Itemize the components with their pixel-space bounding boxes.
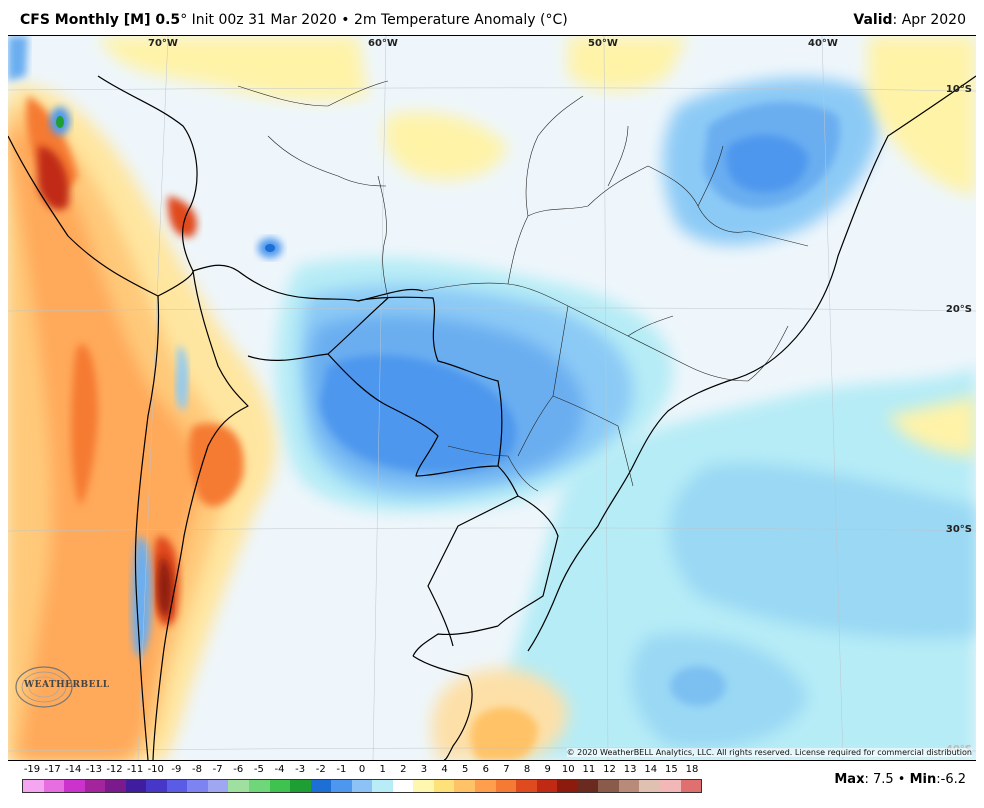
country-borders <box>8 75 976 760</box>
color-scale-tick: -8 <box>192 764 202 775</box>
color-swatch <box>125 780 147 792</box>
map-canvas <box>8 36 976 760</box>
color-swatch <box>475 780 496 792</box>
color-scale-tick: -13 <box>85 764 103 775</box>
color-swatch <box>557 780 578 792</box>
color-swatch <box>433 780 455 792</box>
temperature-anomaly-map: 70°W 60°W 50°W 40°W 10°S 20°S 30°S 40°S … <box>8 35 976 761</box>
color-scale-bar <box>22 779 702 793</box>
color-scale-tick: 0 <box>358 764 366 775</box>
lon-label-70w: 70°W <box>148 38 178 49</box>
lon-label-50w: 50°W <box>588 38 618 49</box>
color-swatch <box>64 780 85 792</box>
color-scale-tick: -17 <box>44 764 61 775</box>
color-scale-tick: 2 <box>400 764 407 775</box>
color-scale-tick: -6 <box>233 764 244 775</box>
lat-label-20s: 20°S <box>945 304 972 315</box>
color-scale-tick: 1 <box>379 764 386 775</box>
color-scale-tick: -9 <box>171 764 182 775</box>
color-scale-tick: 7 <box>503 764 510 775</box>
color-swatch <box>84 780 106 792</box>
color-scale-tick: -5 <box>253 764 264 775</box>
color-swatch <box>23 780 44 792</box>
color-scale-tick: -1 <box>336 764 347 775</box>
state-borders <box>237 80 809 492</box>
color-scale-tick: -19 <box>23 764 41 775</box>
color-swatch <box>372 780 393 792</box>
color-swatch <box>331 780 352 792</box>
color-scale-tick: -12 <box>106 764 123 775</box>
lat-label-30s: 30°S <box>945 524 972 535</box>
color-swatch <box>207 780 229 792</box>
color-scale-tick: -10 <box>147 764 164 775</box>
valid-date: Valid: Apr 2020 <box>853 12 966 28</box>
color-scale-tick: -4 <box>274 764 285 775</box>
color-swatch <box>310 780 332 792</box>
color-scale-tick: -2 <box>315 764 326 775</box>
color-scale-tick: 14 <box>644 764 658 775</box>
color-swatch <box>495 780 517 792</box>
color-scale-tick: 4 <box>441 764 448 775</box>
color-swatch <box>680 780 702 792</box>
color-swatch <box>454 780 476 792</box>
color-swatch <box>105 780 126 792</box>
color-scale-tick: 15 <box>665 764 678 775</box>
logo-text: WEATHERBELL <box>24 680 110 690</box>
color-swatch <box>536 780 558 792</box>
color-scale-tick: 6 <box>482 764 489 775</box>
color-scale-tick: 12 <box>603 764 616 775</box>
color-swatch <box>516 780 537 792</box>
color-swatch <box>577 780 599 792</box>
color-swatch <box>249 780 270 792</box>
max-min-readout: Max: 7.5 • Min:-6.2 <box>834 772 966 787</box>
color-swatch <box>166 780 188 792</box>
color-swatch <box>187 780 208 792</box>
color-swatch <box>228 780 250 792</box>
color-scale-tick: 5 <box>461 764 469 775</box>
color-scale-tick: 13 <box>623 764 637 775</box>
color-scale-tick: -14 <box>65 764 82 775</box>
color-scale-ticks: -19 -17 -14 -13 -12 -11 -10 -9 -8 -7 -6 -5 -4 -3 -2 -1 0… <box>22 764 702 778</box>
color-scale-tick: 9 <box>544 764 551 775</box>
color-swatch <box>290 780 311 792</box>
color-scale-tick: 18 <box>685 764 699 775</box>
color-swatch <box>598 780 619 792</box>
color-swatch <box>392 780 414 792</box>
weatherbell-logo <box>15 666 73 708</box>
color-swatch <box>146 780 167 792</box>
copyright-notice: © 2020 WeatherBELL Analytics, LLC. All r… <box>566 748 972 757</box>
color-swatch <box>659 780 681 792</box>
color-swatch <box>269 780 291 792</box>
color-scale-tick: 3 <box>420 764 428 775</box>
color-scale: -19 -17 -14 -13 -12 -11 -10 -9 -8 -7 -6 -5 -4 -3 -2 -1 0… <box>22 764 702 800</box>
color-scale-tick: 8 <box>523 764 531 775</box>
color-swatch <box>639 780 660 792</box>
color-scale-tick: -11 <box>126 764 144 775</box>
color-swatch <box>413 780 434 792</box>
lon-label-40w: 40°W <box>808 38 838 49</box>
color-scale-tick: -7 <box>212 764 223 775</box>
lon-label-60w: 60°W <box>368 38 398 49</box>
color-swatch <box>43 780 65 792</box>
color-swatch <box>351 780 373 792</box>
color-scale-tick: 11 <box>582 764 596 775</box>
graticule <box>8 36 976 760</box>
color-scale-tick: 10 <box>561 764 575 775</box>
color-swatch <box>618 780 640 792</box>
map-title: CFS Monthly [M] 0.5° Init 00z 31 Mar 202… <box>20 12 568 28</box>
lat-label-10s: 10°S <box>945 84 972 95</box>
header: CFS Monthly [M] 0.5° Init 00z 31 Mar 202… <box>0 0 984 34</box>
color-scale-tick: -3 <box>295 764 306 775</box>
